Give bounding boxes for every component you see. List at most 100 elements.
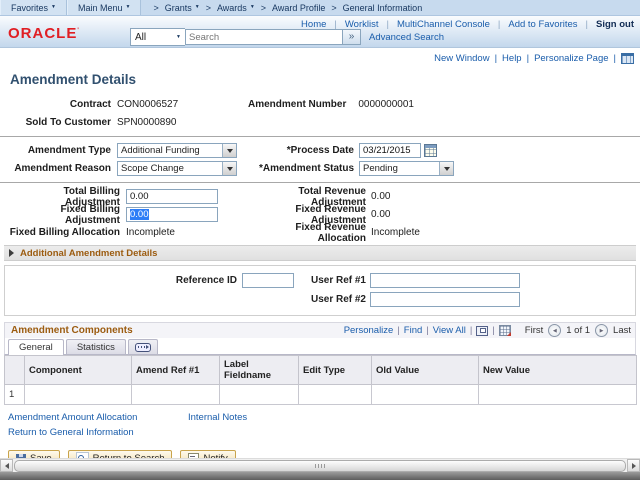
amendment-type-select[interactable]: Additional Funding	[117, 143, 237, 158]
fixed-revenue-allocation-label: Fixed Revenue Allocation	[295, 221, 366, 244]
divider: |	[426, 325, 429, 336]
grid-toolbar: Personalize | Find | View All | | First …	[344, 324, 631, 337]
breadcrumb-awards[interactable]: Awards ▼	[217, 3, 255, 13]
tab-statistics[interactable]: Statistics	[65, 339, 126, 354]
caret-down-icon	[439, 162, 453, 175]
search-go-button[interactable]: »	[343, 29, 361, 45]
fixed-billing-adjustment-input[interactable]: 0.00	[126, 207, 218, 222]
column-header: Edit Type	[298, 355, 372, 385]
reference-row-2: User Ref #2	[5, 291, 635, 308]
selected-text: 0.00	[130, 209, 149, 220]
fixed-billing-allocation-value: Incomplete	[126, 227, 175, 238]
amendment-type-row: Amendment Type Additional Funding *Proce…	[0, 142, 640, 159]
breadcrumb-grants[interactable]: Grants ▼	[165, 3, 200, 13]
sold-to-customer-row: Sold To Customer SPN0000890	[0, 114, 640, 131]
scrollbar-thumb[interactable]	[14, 460, 626, 472]
table-header-row: Component Amend Ref #1 Label Fieldname E…	[4, 355, 637, 385]
internal-notes-link[interactable]: Internal Notes	[188, 412, 248, 423]
caret-down-icon: ▼	[176, 33, 181, 40]
scroll-left-arrow-icon[interactable]	[0, 459, 13, 472]
divider: |	[334, 19, 337, 30]
total-billing-adjustment-input[interactable]	[126, 189, 218, 204]
oracle-logo: ORACLE'	[8, 25, 80, 42]
amendment-amount-allocation-link[interactable]: Amendment Amount Allocation	[8, 412, 138, 423]
old-value-cell	[371, 384, 479, 405]
search-input[interactable]	[185, 29, 343, 45]
contract-value: CON0006527	[117, 99, 179, 110]
divider: |	[526, 53, 530, 64]
scroll-right-arrow-icon[interactable]	[627, 459, 640, 472]
amendment-reason-select[interactable]: Scope Change	[117, 161, 237, 176]
row-number-header	[4, 355, 25, 385]
breadcrumb-separator	[204, 3, 213, 13]
worklist-link[interactable]: Worklist	[344, 19, 379, 30]
grid-header-bar: Amendment Components Personalize | Find …	[4, 322, 636, 338]
divider: |	[386, 19, 389, 30]
tab-show-all-columns[interactable]	[127, 339, 158, 354]
zoom-grid-icon[interactable]	[476, 325, 489, 336]
multichannel-console-link[interactable]: MultiChannel Console	[396, 19, 490, 30]
search-bar: All ▼ » Advanced Search	[130, 28, 444, 46]
reference-row-1: Reference ID User Ref #1	[5, 272, 635, 289]
amend-ref-cell	[131, 384, 220, 405]
download-grid-icon[interactable]	[498, 325, 511, 336]
user-ref-2-input[interactable]	[370, 292, 520, 307]
divider: |	[397, 325, 400, 336]
favorites-menu[interactable]: Favorites ▼	[0, 0, 67, 15]
personalize-page-link[interactable]: Personalize Page	[534, 53, 609, 64]
home-link[interactable]: Home	[301, 19, 327, 30]
divider: |	[492, 325, 495, 336]
breadcrumb-separator	[259, 3, 268, 13]
divider: |	[497, 19, 501, 30]
favorites-label: Favorites	[11, 2, 49, 13]
add-to-favorites-link[interactable]: Add to Favorites	[508, 19, 578, 30]
breadcrumb-general-information-label: General Information	[342, 2, 423, 13]
find-link[interactable]: Find	[403, 325, 423, 336]
allocation-row: Fixed Billing Allocation Incomplete Fixe…	[0, 221, 640, 244]
fixed-billing-allocation-label: Fixed Billing Allocation	[9, 227, 120, 238]
grid-tabs: General Statistics	[4, 338, 636, 355]
breadcrumb-award-profile[interactable]: Award Profile	[272, 3, 325, 13]
view-all-link[interactable]: View All	[432, 325, 466, 336]
sign-out-link[interactable]: Sign out	[596, 19, 634, 30]
contract-row: Contract CON0006527 Amendment Number 000…	[0, 96, 640, 113]
column-header: Label Fieldname	[219, 355, 299, 385]
table-row: 1	[4, 384, 637, 405]
personalize-link[interactable]: Personalize	[343, 325, 394, 336]
amendment-status-select[interactable]: Pending	[359, 161, 454, 176]
main-menu-label: Main Menu	[77, 2, 123, 13]
bottom-links-row-2: Return to General Information	[8, 427, 640, 438]
breadcrumb-grants-label: Grants	[164, 2, 192, 13]
components-table: Component Amend Ref #1 Label Fieldname E…	[4, 355, 637, 405]
main-menu[interactable]: Main Menu ▼	[66, 0, 142, 15]
amendment-reason-row: Amendment Reason Scope Change *Amendment…	[0, 160, 640, 177]
fixed-adjustment-row: Fixed Billing Adjustment 0.00 Fixed Reve…	[0, 203, 640, 226]
fixed-billing-adjustment-label: Fixed Billing Adjustment	[60, 203, 120, 226]
sold-to-customer-label: Sold To Customer	[25, 117, 111, 128]
reference-id-input[interactable]	[242, 273, 294, 288]
column-header: Amend Ref #1	[131, 355, 220, 385]
column-header: Component	[24, 355, 132, 385]
copy-url-icon[interactable]	[621, 53, 634, 64]
advanced-search-link[interactable]: Advanced Search	[369, 31, 444, 43]
tab-general[interactable]: General	[8, 339, 64, 355]
caret-down-icon	[222, 162, 236, 175]
search-scope-value: All	[135, 31, 147, 43]
return-to-general-information-link[interactable]: Return to General Information	[8, 427, 134, 438]
pager-previous-icon[interactable]: ◀	[548, 324, 562, 337]
search-scope-select[interactable]: All ▼	[130, 28, 185, 46]
process-date-input[interactable]	[359, 143, 421, 158]
top-navigation: Home | Worklist | MultiChannel Console |…	[301, 19, 634, 30]
pager-next-icon[interactable]: ▶	[595, 324, 609, 337]
horizontal-scrollbar[interactable]	[0, 458, 640, 472]
user-ref-1-input[interactable]	[370, 273, 520, 288]
new-window-link[interactable]: New Window	[434, 53, 490, 64]
divider: |	[585, 19, 588, 30]
additional-amendment-details-expander[interactable]: Additional Amendment Details	[4, 245, 636, 261]
calendar-icon[interactable]	[424, 144, 437, 157]
help-link[interactable]: Help	[502, 53, 522, 64]
column-header: New Value	[478, 355, 637, 385]
collapsed-arrow-icon	[9, 249, 14, 257]
banner: ORACLE' Home | Worklist | MultiChannel C…	[0, 16, 640, 48]
